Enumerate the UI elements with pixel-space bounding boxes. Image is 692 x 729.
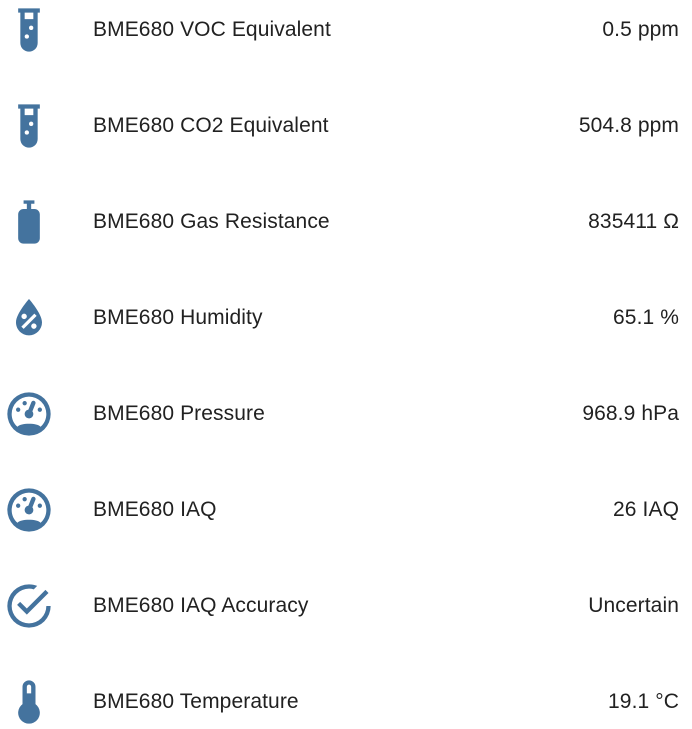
entity-row-pressure[interactable]: BME680 Pressure 968.9 hPa [0, 392, 692, 436]
entity-name: BME680 Humidity [93, 306, 263, 330]
test-tube-icon [3, 4, 55, 56]
entity-row-voc-equivalent[interactable]: BME680 VOC Equivalent 0.5 ppm [0, 8, 692, 52]
water-percent-icon [3, 292, 55, 344]
entity-state: 968.9 hPa [582, 402, 679, 426]
gauge-icon [3, 388, 55, 440]
entity-row-iaq[interactable]: BME680 IAQ 26 IAQ [0, 488, 692, 532]
entity-row-temperature[interactable]: BME680 Temperature 19.1 °C [0, 680, 692, 724]
gas-cylinder-icon [3, 196, 55, 248]
entity-name: BME680 CO2 Equivalent [93, 114, 329, 138]
entity-row-iaq-accuracy[interactable]: BME680 IAQ Accuracy Uncertain [0, 584, 692, 628]
gauge-icon [3, 484, 55, 536]
entity-state: 0.5 ppm [602, 18, 679, 42]
entity-state: 26 IAQ [613, 498, 679, 522]
test-tube-icon [3, 100, 55, 152]
entity-state: 65.1 % [613, 306, 679, 330]
entity-name: BME680 VOC Equivalent [93, 18, 331, 42]
entity-name: BME680 Temperature [93, 690, 299, 714]
entity-row-gas-resistance[interactable]: BME680 Gas Resistance 835411 Ω [0, 200, 692, 244]
check-circle-outline-icon [3, 580, 55, 632]
entity-name: BME680 IAQ [93, 498, 217, 522]
entity-row-humidity[interactable]: BME680 Humidity 65.1 % [0, 296, 692, 340]
entity-state: 504.8 ppm [578, 114, 679, 138]
thermometer-icon [3, 676, 55, 728]
entity-state: Uncertain [588, 594, 679, 618]
entity-name: BME680 Pressure [93, 402, 265, 426]
entity-state: 835411 Ω [588, 210, 679, 234]
entity-name: BME680 IAQ Accuracy [93, 594, 309, 618]
entity-row-co2-equivalent[interactable]: BME680 CO2 Equivalent 504.8 ppm [0, 104, 692, 148]
entity-name: BME680 Gas Resistance [93, 210, 330, 234]
entity-state: 19.1 °C [608, 690, 679, 714]
